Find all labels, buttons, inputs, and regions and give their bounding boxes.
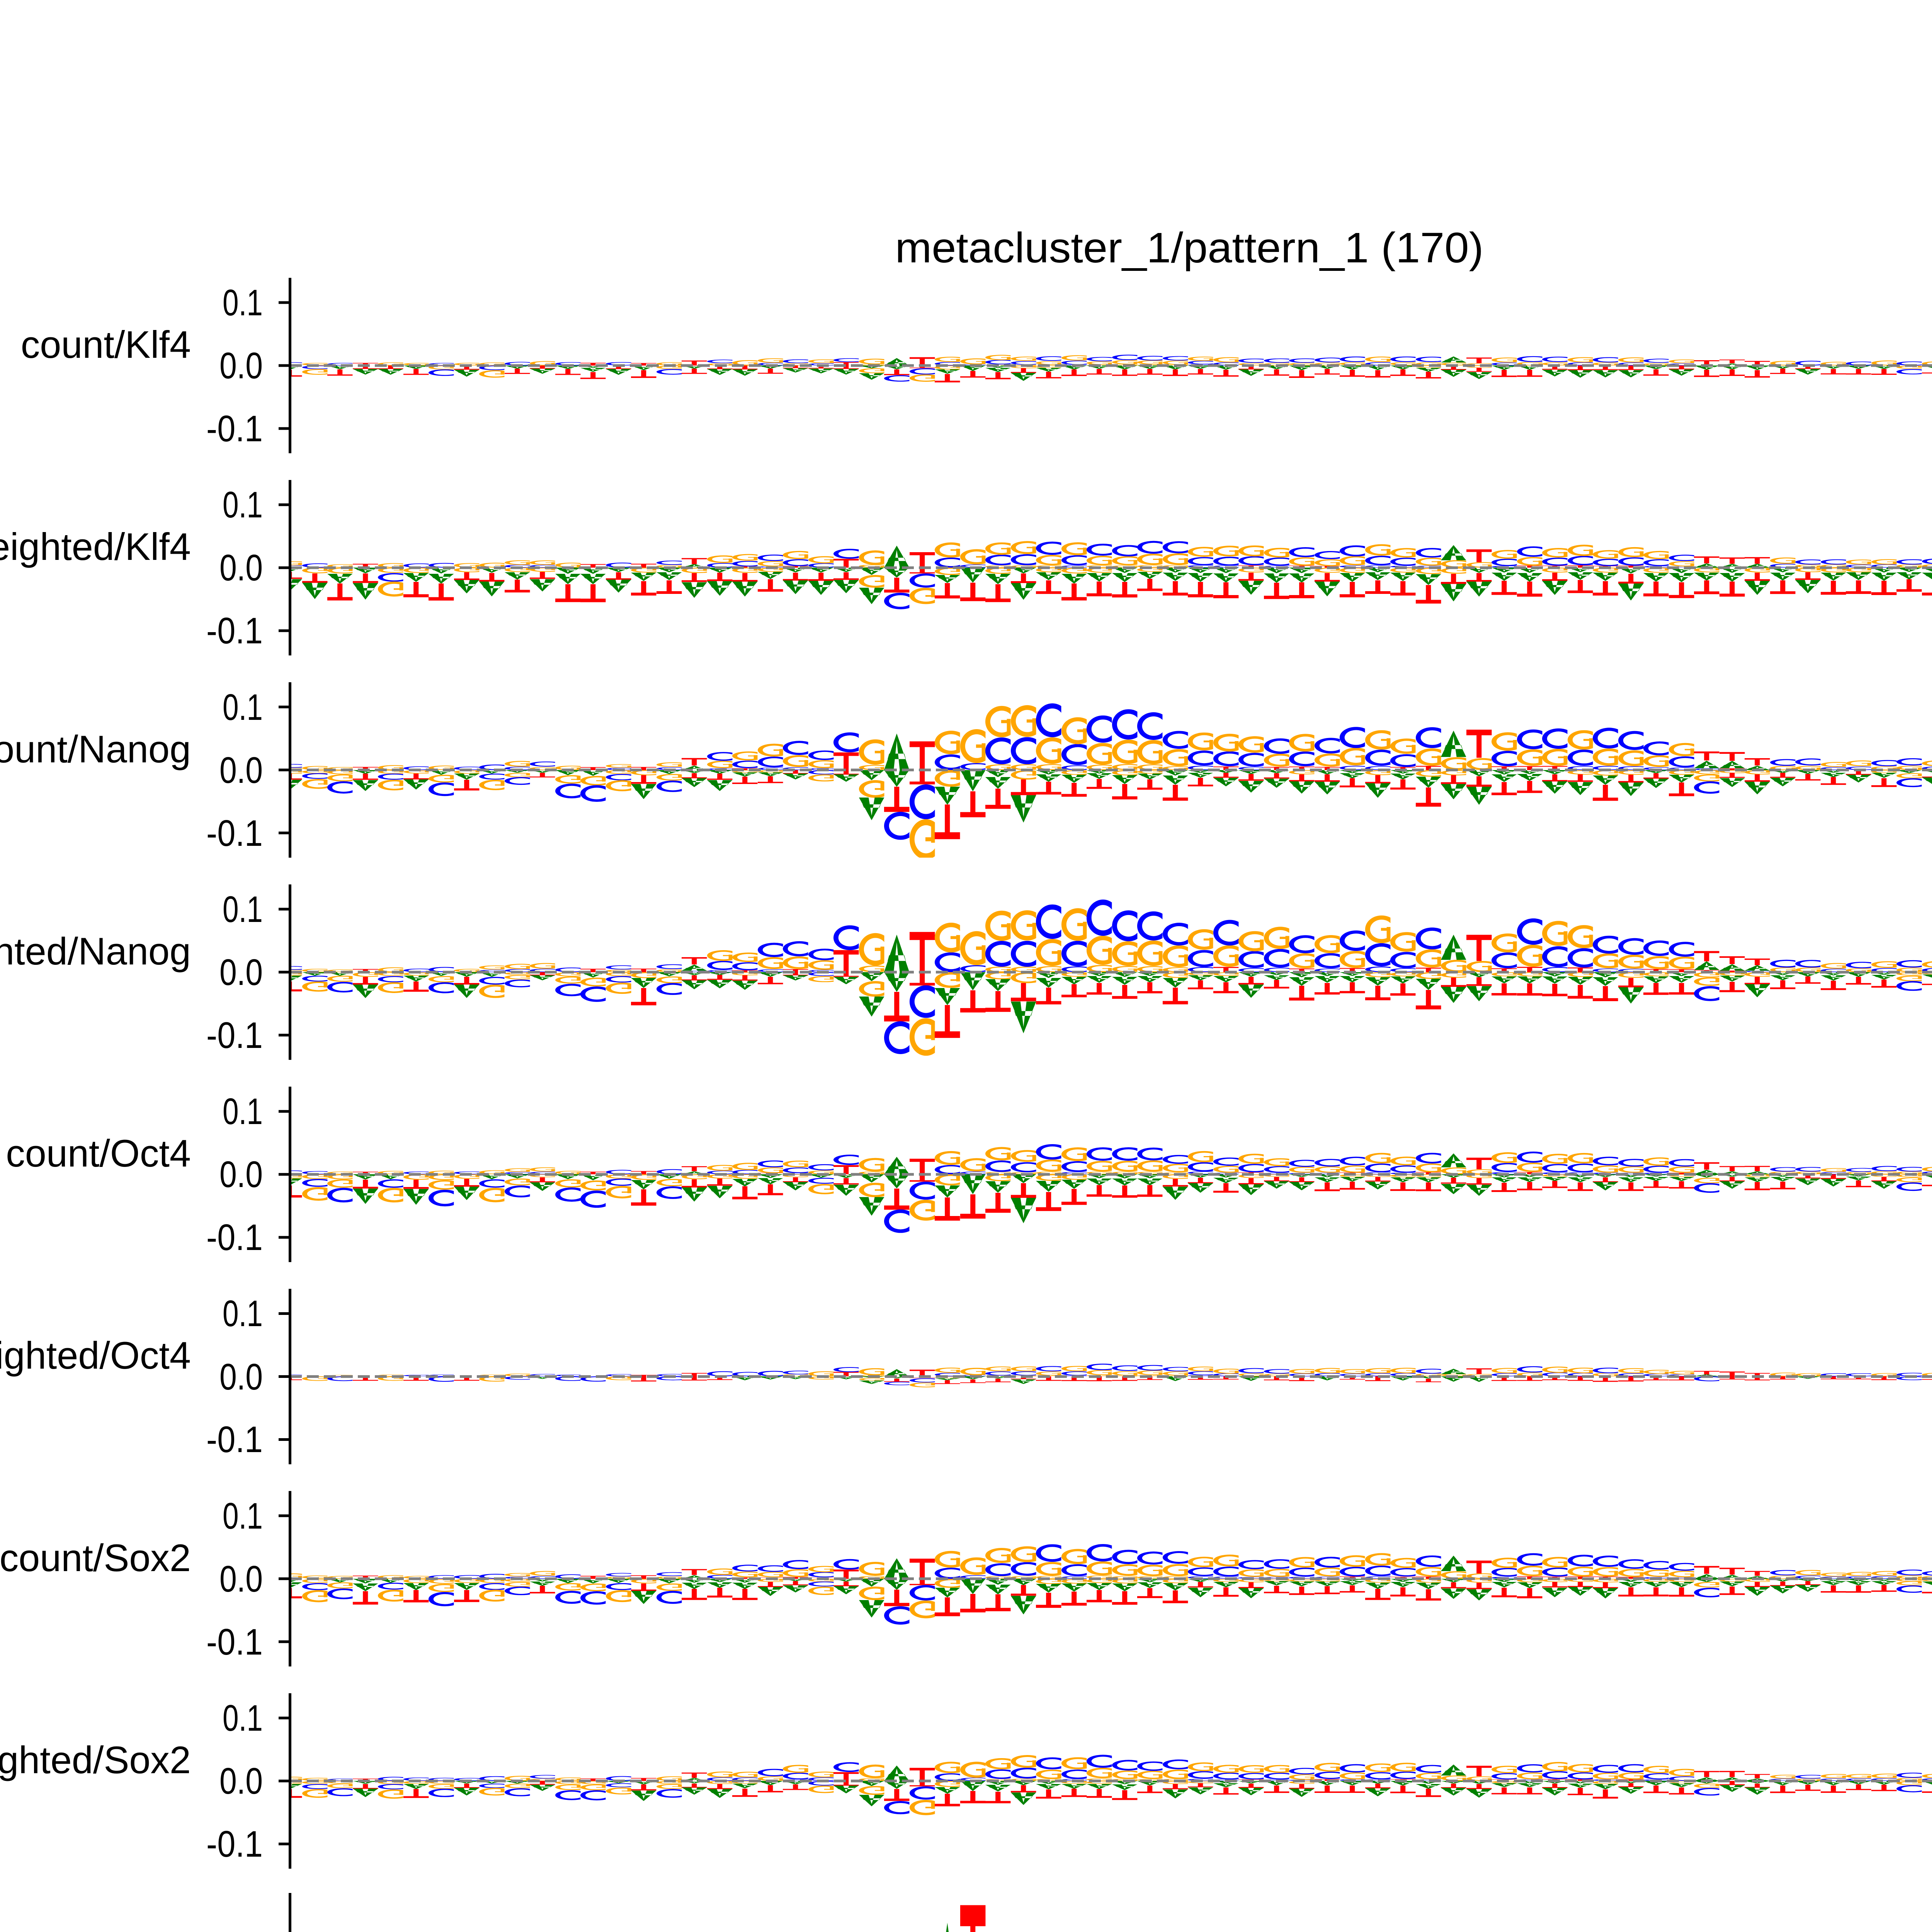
svg-text:0.1: 0.1 xyxy=(223,889,263,930)
svg-text:-0.1: -0.1 xyxy=(206,1823,263,1865)
svg-text:-0.1: -0.1 xyxy=(206,408,263,449)
svg-text:-0.1: -0.1 xyxy=(206,813,263,854)
svg-text:weighted/Oct4: weighted/Oct4 xyxy=(0,1334,191,1377)
svg-text:count/Nanog: count/Nanog xyxy=(0,728,191,770)
svg-text:-0.1: -0.1 xyxy=(206,1419,263,1460)
svg-text:0.1: 0.1 xyxy=(223,1293,263,1334)
svg-text:0.0: 0.0 xyxy=(219,345,263,386)
svg-text:-0.1: -0.1 xyxy=(206,1621,263,1663)
svg-text:weighted/Sox2: weighted/Sox2 xyxy=(0,1738,191,1781)
svg-text:0.0: 0.0 xyxy=(219,750,263,791)
svg-text:0.0: 0.0 xyxy=(219,1558,263,1600)
svg-text:weighted/Klf4: weighted/Klf4 xyxy=(0,525,191,568)
svg-text:0.0: 0.0 xyxy=(219,952,263,993)
svg-text:-0.1: -0.1 xyxy=(206,610,263,651)
svg-text:0.1: 0.1 xyxy=(223,484,263,526)
svg-text:0.1: 0.1 xyxy=(223,1697,263,1739)
svg-text:0.0: 0.0 xyxy=(219,1356,263,1398)
svg-text:metacluster_1/pattern_1 (170): metacluster_1/pattern_1 (170) xyxy=(895,224,1484,272)
svg-text:count/Sox2: count/Sox2 xyxy=(0,1536,191,1579)
svg-text:count/Oct4: count/Oct4 xyxy=(6,1132,191,1175)
svg-text:0.1: 0.1 xyxy=(223,1091,263,1132)
svg-text:0.0: 0.0 xyxy=(219,1154,263,1195)
svg-text:weighted/Nanog: weighted/Nanog xyxy=(0,930,191,973)
svg-text:count/Klf4: count/Klf4 xyxy=(21,323,191,366)
svg-text:0.0: 0.0 xyxy=(219,1760,263,1802)
svg-text:-0.1: -0.1 xyxy=(206,1217,263,1258)
svg-text:0.1: 0.1 xyxy=(223,1495,263,1537)
svg-text:0.0: 0.0 xyxy=(219,547,263,588)
svg-text:-0.1: -0.1 xyxy=(206,1015,263,1056)
svg-text:0.1: 0.1 xyxy=(223,282,263,323)
svg-text:0.1: 0.1 xyxy=(223,687,263,728)
